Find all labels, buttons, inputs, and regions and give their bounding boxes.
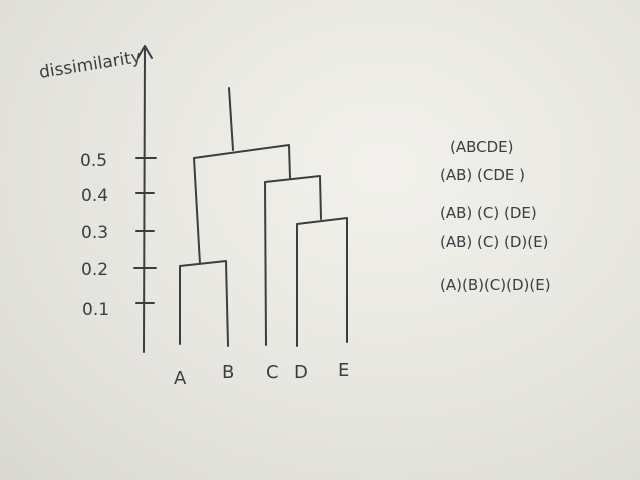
y-axis-line [143,47,146,353]
clustering-level-4: (AB) (C) (D)(E) [440,233,548,251]
branch-ab-cde [193,144,291,265]
y-axis-ticks: 0.5 0.4 0.3 0.2 0.1 [80,151,157,320]
branch-a-b [179,260,229,347]
leaf-label-d: D [294,362,308,383]
clustering-list: (ABCDE) (AB) (CDE ) (AB) (C) (DE) (AB) (… [440,138,551,294]
leaf-label-e: E [338,360,349,381]
branch-c-de [264,175,322,346]
y-axis-label: dissimilarity [38,47,143,83]
leaf-label-a: A [174,368,187,389]
tick-label-0-1: 0.1 [82,300,109,320]
y-axis-arrowhead [137,45,153,59]
clustering-level-2: (AB) (CDE ) [440,166,525,184]
tick-label-0-3: 0.3 [81,223,108,243]
clustering-level-5: (A)(B)(C)(D)(E) [440,276,551,294]
tick-label-0-4: 0.4 [81,186,108,206]
tick-label-0-2: 0.2 [81,260,108,280]
leaf-label-c: C [266,362,279,383]
branch-root [228,87,234,151]
branch-d-e [296,217,348,347]
dendrogram-tree [179,87,348,347]
clustering-level-1: (ABCDE) [450,138,514,156]
clustering-level-3: (AB) (C) (DE) [440,204,537,222]
leaf-label-b: B [222,362,234,383]
tick-label-0-5: 0.5 [80,151,107,171]
leaf-labels: A B C D E [174,360,349,389]
